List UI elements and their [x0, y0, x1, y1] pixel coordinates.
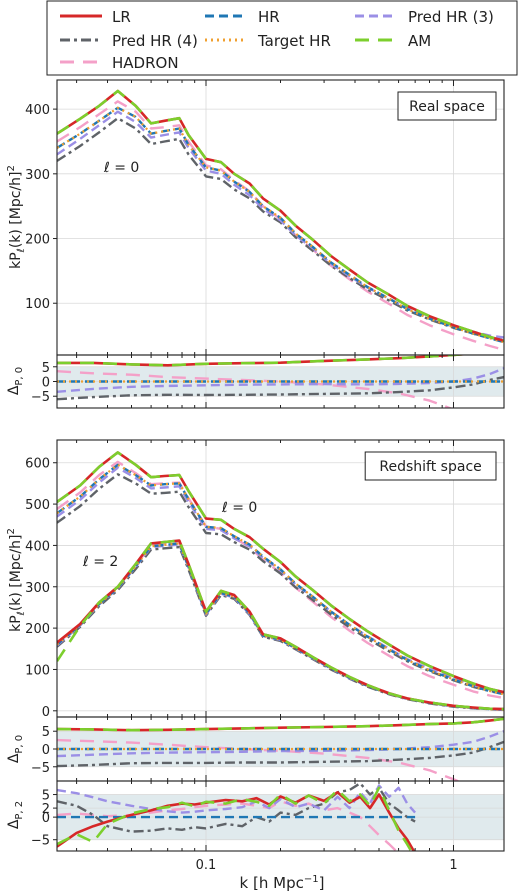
y-tick-label: 600 — [25, 457, 50, 472]
y-tick-label: 5 — [42, 361, 50, 376]
y-tick-label: 300 — [25, 168, 50, 183]
panel-bottom-residual-2: 520 −5 ΔP, 2 0.1 1 — [6, 780, 505, 873]
legend-entry-lr: LR — [60, 8, 131, 26]
legend-label-hadron: HADRON — [112, 54, 179, 72]
legend-entry-am: AM — [355, 32, 431, 50]
y-tick-label: 200 — [25, 622, 50, 637]
legend-label-pred-hr-3: Pred HR (3) — [408, 8, 494, 26]
series-pred-hr3-line — [57, 367, 504, 393]
series-am-line — [57, 786, 413, 851]
legend-entry-target-hr: Target HR — [205, 32, 331, 50]
y-tick-label: 0 — [42, 705, 50, 720]
y-tick-label: 0 — [42, 376, 50, 391]
legend-label-target-hr: Target HR — [257, 32, 331, 50]
y-tick-label: −5 — [31, 834, 50, 849]
y-axis-label: ΔP, 0 — [6, 367, 25, 395]
x-tick-label: 1 — [449, 858, 457, 873]
series-group — [57, 782, 417, 851]
legend: LR HR Pred HR (3) Pred HR (4) Target HR … — [46, 0, 518, 76]
y-tick-label: 0 — [42, 743, 50, 758]
series-target-hr-l0-line — [57, 463, 504, 696]
series-group — [57, 717, 504, 781]
y-tick-label: 100 — [25, 297, 50, 312]
legend-label-lr: LR — [112, 8, 131, 26]
series-group — [57, 451, 504, 712]
panel-bottom-main: 0 100 200 300 400 500 600 kPℓ(k) [Mpc/h]2 Redshi… — [6, 439, 505, 720]
series-pred-hr3-line — [57, 730, 504, 758]
y-tick-label: 100 — [25, 663, 50, 678]
y-tick-label: 500 — [25, 498, 50, 513]
legend-entry-pred-hr-4: Pred HR (4) — [60, 32, 198, 50]
series-hadron-l2-line — [57, 541, 504, 712]
series-pred-hr3-line — [57, 784, 417, 814]
legend-frame — [46, 0, 518, 76]
series-hr-line — [57, 106, 504, 344]
y-tick-label: 300 — [25, 581, 50, 596]
space-label-text: Real space — [409, 99, 485, 115]
series-lr-line — [57, 717, 504, 732]
panel-top-residual: 50−5 ΔP, 0 — [6, 354, 505, 409]
series-hadron-line — [57, 100, 504, 351]
series-pred-hr4-line — [57, 782, 416, 833]
y-tick-label: 5 — [42, 725, 50, 740]
series-am-l2-line — [57, 539, 504, 711]
y-tick-label: 200 — [25, 233, 50, 248]
legend-label-hr: HR — [258, 8, 280, 26]
series-pred-hr4-l0-line — [57, 473, 504, 695]
y-tick-label: −5 — [31, 390, 50, 405]
multipole-annotation: ℓ = 0 — [103, 160, 139, 176]
space-label-box — [397, 91, 497, 121]
y-tick-label: −5 — [31, 761, 50, 776]
series-target-hr-line — [57, 106, 504, 344]
legend-label-am: AM — [408, 32, 431, 50]
legend-label-pred-hr-4: Pred HR (4) — [112, 32, 198, 50]
y-axis-label: kPℓ(k) [Mpc/h]2 — [6, 528, 27, 632]
series-am-l0-line — [57, 451, 504, 694]
multipole-annotation: ℓ = 2 — [82, 554, 118, 570]
y-axis-label: ΔP, 0 — [6, 735, 25, 763]
y-axis-label: kPℓ(k) [Mpc/h]2 — [6, 165, 27, 269]
series-group — [57, 89, 504, 351]
series-pred-hr4-line — [57, 375, 504, 401]
series-hadron-l0-line — [57, 460, 504, 700]
y-axis-label: ΔP, 2 — [6, 801, 25, 829]
legend-entry-pred-hr-3: Pred HR (3) — [355, 8, 494, 26]
y-tick-label: 400 — [25, 539, 50, 554]
series-am-line — [57, 89, 504, 343]
y-tick-label: 0 — [42, 811, 50, 826]
y-tick-label: 400 — [25, 103, 50, 118]
series-group — [57, 355, 504, 408]
series-pred-hr4-line — [57, 740, 504, 768]
y-tick-label: 5 — [42, 789, 50, 804]
series-pred-hr4-line — [57, 116, 504, 342]
x-axis-label: k [h Mpc−1] — [240, 874, 325, 892]
series-lr-line — [57, 355, 471, 367]
panel-top-main: 100 200 300 400 kPℓ(k) [Mpc/h]2 Real space ℓ =… — [6, 79, 505, 356]
series-lr-l2-line — [57, 539, 504, 711]
multipole-annotation: ℓ = 0 — [221, 500, 257, 516]
legend-entry-hadron: HADRON — [60, 54, 179, 72]
space-label-box — [364, 451, 497, 481]
panel-bottom-residual-0: 5 0 −5 ΔP, 0 — [6, 716, 505, 782]
space-label-text: Redshift space — [379, 459, 481, 475]
x-tick-label: 0.1 — [196, 858, 217, 873]
y-tick-label: 2 — [42, 802, 50, 817]
legend-entry-hr: HR — [205, 8, 280, 26]
